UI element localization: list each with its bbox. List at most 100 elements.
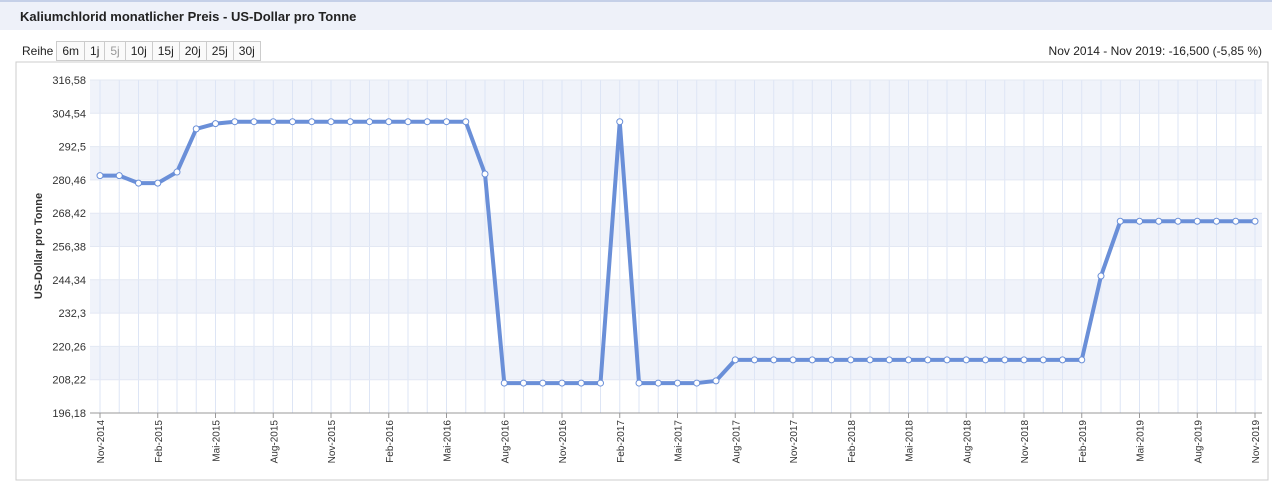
- data-point: [1213, 217, 1220, 225]
- data-point: [520, 379, 527, 387]
- data-point: [1116, 217, 1124, 225]
- data-point: [558, 379, 566, 387]
- data-point: [1020, 356, 1028, 364]
- x-tick-label: Nov-2019: [1251, 420, 1262, 464]
- data-point: [481, 170, 489, 178]
- data-point: [828, 356, 835, 364]
- data-point: [597, 379, 604, 387]
- data-point: [212, 120, 219, 128]
- title-bar: Kaliumchlorid monatlicher Preis - US-Dol…: [0, 0, 1272, 30]
- y-tick-label: 220,26: [52, 341, 86, 353]
- data-point: [96, 172, 104, 180]
- data-point: [443, 118, 450, 126]
- range-button[interactable]: 6m: [56, 41, 86, 61]
- y-tick-label: 232,3: [58, 308, 86, 320]
- x-tick-label: Feb-2019: [1078, 420, 1089, 463]
- data-point: [404, 118, 412, 126]
- data-point: [924, 356, 932, 364]
- data-point: [250, 118, 258, 126]
- data-point: [308, 118, 316, 126]
- y-axis-label: US-Dollar pro Tonne: [33, 193, 45, 299]
- y-tick-label: 316,58: [52, 75, 86, 87]
- data-point: [1136, 217, 1143, 225]
- x-tick-label: Aug-2019: [1193, 420, 1204, 464]
- data-point: [1155, 217, 1163, 225]
- data-point: [1251, 217, 1259, 225]
- x-tick-label: Nov-2014: [96, 420, 107, 464]
- data-point: [231, 118, 239, 126]
- x-tick-label: Mai-2018: [905, 420, 916, 462]
- data-point: [731, 356, 739, 364]
- data-point: [327, 118, 335, 126]
- chart-title: Kaliumchlorid monatlicher Preis - US-Dol…: [20, 9, 357, 24]
- data-point: [1097, 272, 1105, 280]
- x-tick-label: Feb-2016: [385, 420, 396, 463]
- x-tick-label: Mai-2016: [443, 420, 454, 462]
- data-point: [654, 379, 662, 387]
- data-point: [154, 179, 162, 187]
- y-tick-label: 208,22: [52, 375, 86, 387]
- data-point: [135, 179, 142, 187]
- x-tick-label: Nov-2016: [558, 420, 569, 464]
- y-tick-label: 280,46: [52, 175, 86, 187]
- data-point: [462, 118, 470, 126]
- data-point: [770, 356, 778, 364]
- data-point: [423, 118, 431, 126]
- data-point: [577, 379, 585, 387]
- data-point: [1001, 356, 1009, 364]
- data-point: [674, 379, 681, 387]
- range-summary: Nov 2014 - Nov 2019: -16,500 (-5,85 %): [1048, 44, 1262, 58]
- data-point: [346, 118, 354, 126]
- chart-frame: [15, 61, 1269, 481]
- x-tick-label: Mai-2015: [212, 420, 223, 462]
- data-point: [500, 379, 508, 387]
- data-point: [366, 118, 373, 126]
- toolbar: Reihe 6m 1j 5j 10j 15j 20j 25j 30j: [18, 40, 261, 62]
- data-point: [616, 118, 624, 126]
- data-point: [1174, 217, 1182, 225]
- data-point: [1059, 356, 1066, 364]
- x-tick-label: Aug-2016: [500, 420, 511, 464]
- range-button[interactable]: 15j: [151, 41, 180, 61]
- toolbar-label: Reihe: [22, 44, 54, 58]
- data-point: [269, 118, 277, 126]
- data-point: [847, 356, 855, 364]
- data-point: [885, 356, 893, 364]
- y-tick-label: 304,54: [52, 108, 86, 120]
- data-point: [1193, 217, 1201, 225]
- x-tick-label: Feb-2017: [616, 420, 627, 463]
- data-point: [789, 356, 797, 364]
- data-point: [751, 356, 758, 364]
- y-tick-label: 196,18: [52, 408, 86, 420]
- data-point: [289, 118, 296, 126]
- x-tick-label: Feb-2015: [154, 420, 165, 463]
- x-tick-label: Nov-2015: [327, 420, 338, 464]
- y-tick-label: 244,34: [52, 275, 86, 287]
- grid-band: [90, 279, 1262, 314]
- data-point: [635, 379, 643, 387]
- data-point: [1232, 217, 1240, 225]
- data-point: [173, 168, 181, 176]
- x-tick-label: Nov-2018: [1020, 420, 1031, 464]
- x-tick-label: Aug-2015: [269, 420, 280, 464]
- x-tick-label: Nov-2017: [789, 420, 800, 464]
- data-point: [1039, 356, 1047, 364]
- data-point: [866, 356, 874, 364]
- data-point: [115, 172, 123, 180]
- range-button[interactable]: 25j: [205, 41, 234, 61]
- range-button[interactable]: 30j: [232, 41, 261, 61]
- data-point: [1078, 356, 1086, 364]
- data-point: [539, 379, 547, 387]
- data-point: [385, 118, 393, 126]
- data-point: [712, 377, 720, 385]
- data-point: [982, 356, 989, 364]
- x-tick-label: Mai-2019: [1136, 420, 1147, 462]
- data-point: [943, 356, 951, 364]
- grid-band: [90, 146, 1262, 180]
- y-tick-label: 256,38: [52, 242, 86, 254]
- data-point: [962, 356, 970, 364]
- grid-band: [90, 80, 1262, 114]
- y-tick-label: 292,5: [58, 142, 86, 154]
